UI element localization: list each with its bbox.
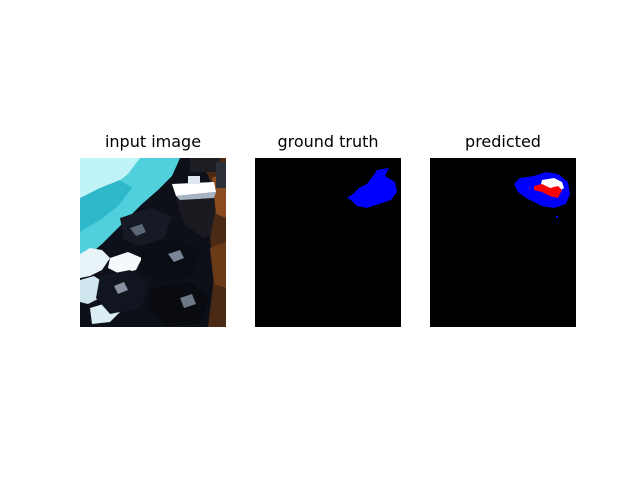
input-image-photo [80, 158, 226, 327]
ground-truth-mask [255, 158, 401, 327]
predicted-title: predicted [465, 132, 541, 151]
ground-truth-panel [255, 158, 401, 327]
predicted-red-region [534, 184, 562, 198]
predicted-panel [430, 158, 576, 327]
ground-truth-title: ground truth [277, 132, 379, 151]
predicted-mask [430, 158, 576, 327]
ground-truth-region [347, 168, 397, 208]
input-image-title: input image [104, 132, 202, 151]
input-image-panel [80, 158, 226, 327]
